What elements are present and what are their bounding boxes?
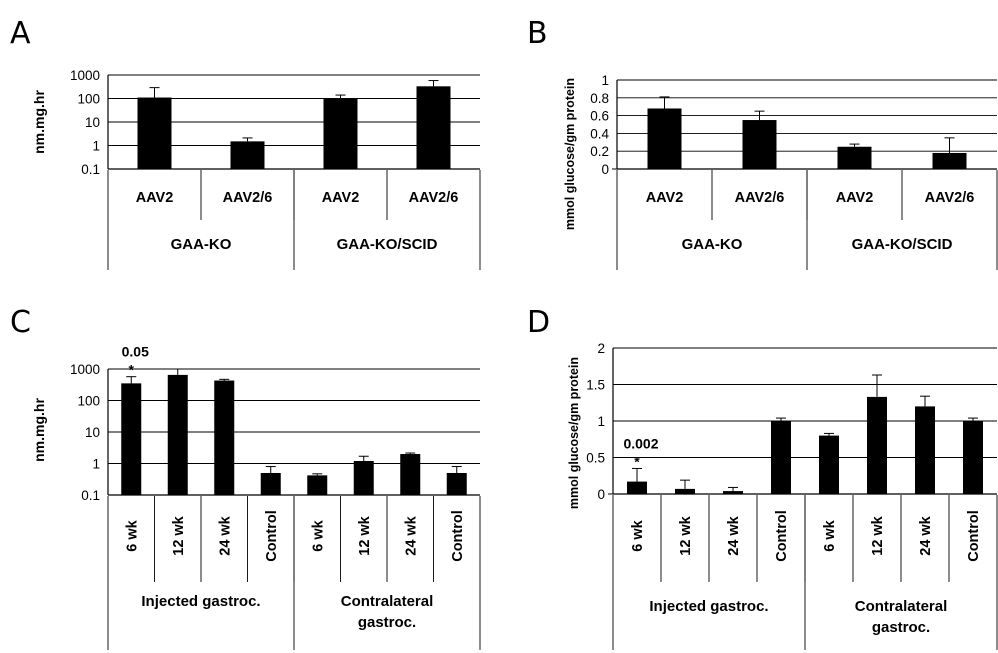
panel-d-category-label: 6 wk [630,519,646,551]
panel-d-bar [627,481,647,494]
panel-c-bar [167,374,188,495]
panel-d-ytick-label: 0.5 [586,451,605,466]
panel-d-annotation: 0.002 [623,435,658,451]
panel-b-ytick-label: 0.8 [590,91,609,106]
panel-b-ytick-label: 0.4 [590,126,609,141]
panel-b-group-label: GAA-KO/SCID [852,236,953,253]
panel-c-category-label: 6 wk [310,519,326,551]
panel-c-bar [121,383,142,495]
panel-b-group-label: GAA-KO [682,236,743,253]
panel-a-category-label: AAV2 [136,190,174,206]
panel-c-category-label: Control [264,510,280,562]
panel-a-bar [323,98,358,169]
panel-a-ytick-label: 1000 [70,68,100,83]
panel-c-category-label: 6 wk [124,519,140,551]
panel-c-category-label: Control [450,510,466,562]
panel-c-y-axis-label: nm.mg.hr [31,398,47,462]
panel-c-bar [400,454,421,495]
panel-b-bar [647,108,682,169]
panel-d-bar [963,421,983,494]
panel-a-letter: A [10,16,31,51]
panel-d-ytick-label: 0 [597,487,605,502]
panel-d-bar [675,488,695,494]
panel-b-category-label: AAV2 [836,190,874,206]
panel-c-category-label: 24 wk [217,515,233,555]
panel-c-bar [260,472,281,495]
panel-d-ytick-label: 1 [597,414,605,429]
panel-c-bar [446,472,467,495]
panel-d-category-label: 6 wk [822,519,838,551]
panel-b-ytick-label: 0 [601,162,609,177]
panel-c-annotation: 0.05 [122,344,149,360]
panel-d-ytick-label: 2 [597,341,605,356]
panel-d-bar [819,435,839,494]
panel-c-ytick-label: 10 [85,425,100,440]
panel-b-bar [742,120,777,169]
panel-b-letter: B [527,16,548,51]
panel-d-bar [771,421,791,494]
panel-c-ytick-label: 1000 [70,362,100,377]
panel-b-category-label: AAV2/6 [925,190,975,206]
panel-b-ytick-label: 1 [601,73,609,88]
panel-b-category-label: AAV2/6 [735,190,785,206]
panel-b-ytick-label: 0.2 [590,144,609,159]
panel-b-y-axis-label: mmol glucose/gm protein [563,78,577,230]
panel-a-ytick-label: 100 [77,92,100,107]
panel-c-bar [214,380,235,495]
panel-d-category-label: 12 wk [870,515,886,555]
panel-d-ytick-label: 1.5 [586,378,605,393]
panel-d-letter: D [527,305,550,340]
panel-c-category-label: 12 wk [357,515,373,555]
panel-a-group-label: GAA-KO/SCID [337,236,438,253]
panel-c-letter: C [10,305,31,340]
panel-a: 0.1 1 10 100 1000 nm.mg.hr AAV2 AAV2/6 AAV2 AAV2/… [31,68,481,270]
panel-d-y-axis-label: mmol glucose/gm protein [567,357,581,509]
panel-b-ytick-label: 0.6 [590,109,609,124]
panel-a-category-label: AAV2/6 [409,190,459,206]
panel-a-ytick-label: 10 [85,115,100,130]
panel-a-y-axis-label: nm.mg.hr [31,90,47,154]
panel-c-group-label: Injected gastroc. [141,593,260,610]
panel-d-bar [723,491,743,494]
panel-d-category-label: 24 wk [918,515,934,555]
panel-b-bar [932,152,967,169]
panel-c-annotation-star: * [129,362,135,378]
panel-d-bar [915,406,935,494]
panel-c-ytick-label: 0.1 [81,488,100,503]
panel-c-group-label: Contralateral gastroc. [341,593,434,631]
panel-b-bar [837,146,872,169]
panel-c-bar [353,461,374,495]
panel-c-ytick-label: 100 [77,394,100,409]
panel-a-bar [230,141,265,169]
panel-a-group-label: GAA-KO [171,236,232,253]
panel-c-ytick-label: 1 [92,457,100,472]
panel-a-ytick-label: 1 [92,139,100,154]
panel-a-bar [137,97,172,169]
panel-d-category-label: Control [966,510,982,562]
panel-d-group-label: Injected gastroc. [649,598,768,615]
panel-d-group-label: Contralateral gastroc. [855,598,948,636]
panel-d-category-label: Control [774,510,790,562]
panel-d-annotation-star: * [634,453,640,469]
panel-c-bar [307,475,328,495]
panel-c-category-label: 24 wk [403,515,419,555]
panel-a-ytick-label: 0.1 [81,162,100,177]
panel-b-category-label: AAV2 [646,190,684,206]
panel-a-category-label: AAV2/6 [223,190,273,206]
panel-d-category-label: 24 wk [726,515,742,555]
panel-c: 0.1 1 10 100 1000 nm.mg.hr 6 wk 12 wk 24 wk Contr… [31,344,481,650]
panel-c-category-label: 12 wk [171,515,187,555]
panel-a-category-label: AAV2 [322,190,360,206]
panel-a-bar [416,86,451,169]
panel-b: 0 0.2 0.4 0.6 0.8 1 mmol glucose/gm protein AAV… [563,73,998,270]
panel-d: 0 0.5 1 1.5 2 mmol glucose/gm protein 6 wk 12 w… [567,341,998,650]
panel-d-bar [867,396,887,494]
panel-d-category-label: 12 wk [678,515,694,555]
